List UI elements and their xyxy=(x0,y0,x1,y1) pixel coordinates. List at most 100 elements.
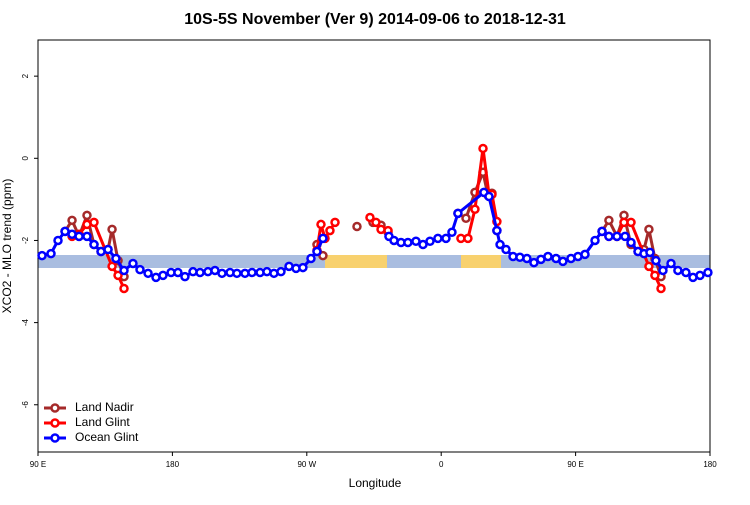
point xyxy=(119,283,129,294)
point xyxy=(543,251,553,262)
point xyxy=(89,239,99,250)
point xyxy=(46,248,56,259)
y-tick-label: -2 xyxy=(21,236,30,244)
point xyxy=(111,253,121,264)
point xyxy=(441,233,451,244)
series xyxy=(37,187,713,283)
y-tick-label: -6 xyxy=(21,401,30,409)
point xyxy=(371,217,381,228)
point xyxy=(217,268,227,279)
y-tick-label: 2 xyxy=(21,73,30,78)
point xyxy=(461,213,471,224)
point xyxy=(195,267,205,278)
point xyxy=(650,270,660,281)
x-tick-label: 0 xyxy=(439,460,444,469)
point xyxy=(478,143,488,154)
y-tick-label: 0 xyxy=(21,156,30,161)
point xyxy=(644,261,654,272)
point xyxy=(626,217,636,228)
x-tick-label: 180 xyxy=(703,460,717,469)
y-tick-label: -4 xyxy=(21,319,30,327)
point xyxy=(128,258,138,269)
point xyxy=(645,247,655,258)
point xyxy=(318,233,328,244)
point xyxy=(484,191,494,202)
point xyxy=(180,271,190,282)
plot-frame xyxy=(37,39,711,453)
point xyxy=(312,246,322,257)
point xyxy=(604,215,614,226)
point xyxy=(590,235,600,246)
point xyxy=(53,235,63,246)
point xyxy=(703,267,713,278)
point xyxy=(143,268,153,279)
point xyxy=(666,258,676,269)
point xyxy=(306,253,316,264)
point xyxy=(316,219,326,230)
point xyxy=(135,264,145,275)
legend-marker xyxy=(50,418,60,428)
point xyxy=(67,215,77,226)
point xyxy=(37,250,47,261)
point xyxy=(425,236,435,247)
series xyxy=(67,143,666,294)
point xyxy=(453,208,463,219)
land-band xyxy=(325,255,387,268)
point xyxy=(247,267,257,278)
point xyxy=(580,249,590,260)
point xyxy=(82,210,92,221)
point xyxy=(318,250,328,261)
point xyxy=(695,270,705,281)
point xyxy=(658,265,668,276)
point xyxy=(173,267,183,278)
point xyxy=(597,226,607,237)
x-tick-label: 180 xyxy=(166,460,180,469)
point xyxy=(447,227,457,237)
legend-marker xyxy=(50,433,60,443)
point xyxy=(656,283,666,294)
point xyxy=(82,231,92,242)
point xyxy=(107,224,117,235)
point xyxy=(411,236,421,247)
x-tick-label: 90 E xyxy=(30,460,46,469)
point xyxy=(158,270,168,281)
x-axis-label: Longitude xyxy=(349,476,402,490)
point xyxy=(418,239,428,250)
chart-title: 10S-5S November (Ver 9) 2014-09-06 to 20… xyxy=(184,11,566,28)
point xyxy=(103,244,113,255)
point xyxy=(352,221,362,232)
point xyxy=(89,217,99,228)
point xyxy=(522,253,532,264)
point xyxy=(529,257,539,268)
point xyxy=(276,266,286,277)
point xyxy=(673,265,683,276)
x-tick-label: 90 E xyxy=(567,460,583,469)
legend-label: Ocean Glint xyxy=(75,430,139,444)
point xyxy=(330,217,340,228)
point xyxy=(604,231,614,242)
point xyxy=(325,225,335,236)
point xyxy=(651,255,661,266)
point xyxy=(620,231,630,242)
point xyxy=(501,244,511,255)
point xyxy=(612,231,622,242)
point xyxy=(232,268,242,279)
land-band xyxy=(461,255,501,268)
point xyxy=(644,224,654,235)
point xyxy=(495,239,505,250)
point xyxy=(470,204,480,214)
point xyxy=(107,261,117,272)
point xyxy=(681,267,691,278)
point xyxy=(626,237,636,248)
point xyxy=(433,233,443,244)
point xyxy=(365,212,375,223)
point xyxy=(74,231,84,242)
point xyxy=(113,270,123,281)
legend-label: Land Glint xyxy=(75,415,130,429)
x-tick-label: 90 W xyxy=(297,460,316,469)
point xyxy=(403,237,413,248)
point xyxy=(492,225,502,236)
point xyxy=(463,233,473,244)
point xyxy=(558,256,568,267)
